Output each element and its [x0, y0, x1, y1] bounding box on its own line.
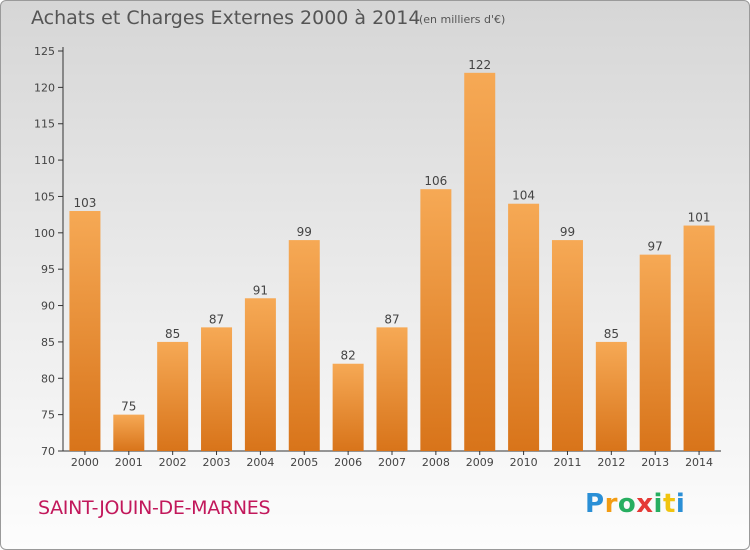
bar-2004	[244, 298, 276, 451]
value-label: 87	[384, 312, 399, 326]
value-label: 75	[121, 400, 136, 414]
y-tick-label: 90	[41, 300, 55, 313]
y-tick-label: 95	[41, 263, 55, 276]
y-tick-label: 105	[34, 190, 55, 203]
value-label: 103	[73, 196, 96, 210]
bar-2006	[332, 363, 364, 451]
y-tick-label: 100	[34, 227, 55, 240]
logo-letter: i	[675, 489, 686, 519]
value-label: 99	[560, 225, 575, 239]
bar-2000	[69, 211, 101, 451]
x-tick-label: 2002	[159, 456, 187, 469]
x-tick-label: 2006	[334, 456, 362, 469]
x-tick-label: 2001	[115, 456, 143, 469]
value-label: 122	[468, 58, 491, 72]
bar-2013	[639, 254, 671, 451]
bar-2005	[288, 240, 320, 451]
y-tick-label: 85	[41, 336, 55, 349]
bar-2012	[595, 341, 627, 451]
y-tick-label: 70	[41, 445, 55, 458]
x-tick-label: 2003	[203, 456, 231, 469]
commune-name: SAINT-JOUIN-DE-MARNES	[38, 497, 271, 519]
logo-letter: i	[653, 489, 663, 519]
value-label: 99	[297, 225, 312, 239]
proxiti-logo: Proxiti	[585, 489, 685, 519]
y-tick-label: 110	[34, 154, 55, 167]
y-tick-label: 75	[41, 409, 55, 422]
x-tick-label: 2007	[378, 456, 406, 469]
value-label: 106	[424, 174, 447, 188]
x-tick-label: 2013	[641, 456, 669, 469]
x-tick-label: 2004	[246, 456, 274, 469]
bar-2002	[157, 341, 189, 451]
bar-2007	[376, 327, 408, 451]
value-label: 87	[209, 312, 224, 326]
x-tick-label: 2000	[71, 456, 99, 469]
bar-2003	[201, 327, 233, 451]
logo-letter: r	[604, 489, 618, 519]
value-label: 104	[512, 189, 535, 203]
logo-letter: x	[636, 489, 654, 519]
x-tick-label: 2005	[290, 456, 318, 469]
logo-letter: t	[662, 489, 676, 519]
bar-2008	[420, 189, 452, 451]
value-label: 91	[253, 283, 268, 297]
logo-letter: P	[585, 489, 605, 519]
x-tick-label: 2009	[466, 456, 494, 469]
x-tick-label: 2010	[510, 456, 538, 469]
bar-2009	[464, 72, 496, 452]
bar-2011	[551, 240, 583, 451]
value-label: 85	[604, 327, 619, 341]
y-tick-label: 120	[34, 81, 55, 94]
y-tick-label: 115	[34, 118, 55, 131]
bar-2001	[113, 414, 145, 451]
bar-2010	[508, 203, 540, 451]
value-label: 97	[648, 240, 663, 254]
y-tick-label: 80	[41, 372, 55, 385]
x-tick-label: 2011	[553, 456, 581, 469]
logo-letter: o	[617, 489, 637, 519]
value-label: 82	[340, 349, 355, 363]
chart-unit: (en milliers d'€)	[419, 13, 506, 26]
x-tick-label: 2014	[685, 456, 713, 469]
value-label: 85	[165, 327, 180, 341]
chart-title: Achats et Charges Externes 2000 à 2014	[31, 7, 421, 29]
bar-2014	[683, 225, 715, 451]
x-tick-label: 2008	[422, 456, 450, 469]
y-tick-label: 125	[34, 45, 55, 58]
value-label: 101	[688, 211, 711, 225]
x-tick-label: 2012	[597, 456, 625, 469]
